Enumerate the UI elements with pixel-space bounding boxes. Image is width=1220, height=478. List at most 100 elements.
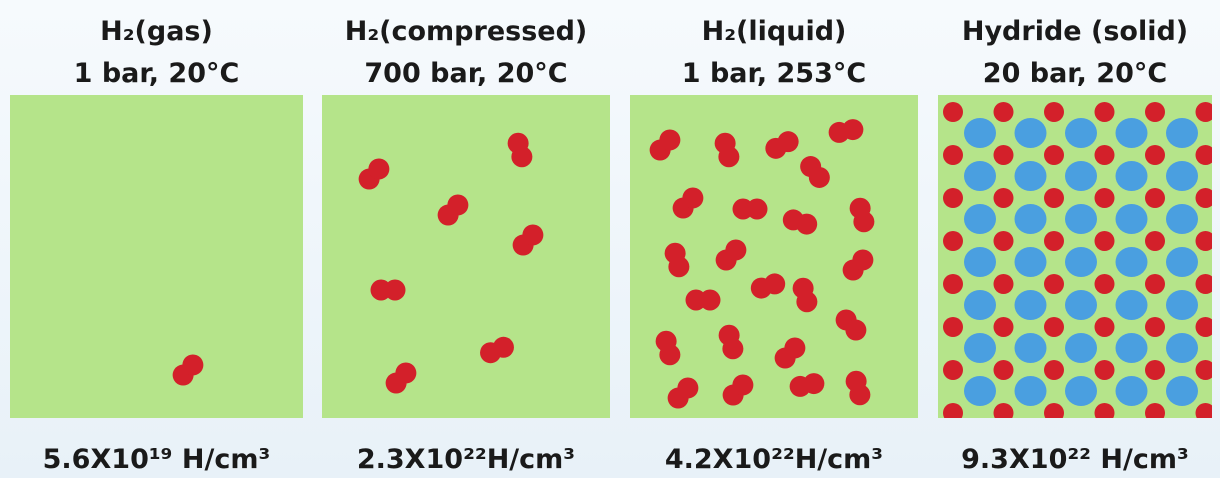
hydrogen-atom <box>1196 360 1216 380</box>
hydrogen-atom <box>994 231 1014 251</box>
panel-conditions: 700 bar, 20°C <box>364 58 567 89</box>
metal-atom <box>1015 333 1047 363</box>
h-atom <box>796 291 817 312</box>
h-atom <box>522 224 543 245</box>
metal-atom <box>1116 118 1148 148</box>
h-atom <box>677 377 698 398</box>
hydrogen-atom <box>994 360 1014 380</box>
h-atom <box>368 158 389 179</box>
h-atom <box>845 320 866 341</box>
hydrogen-atom <box>994 145 1014 165</box>
h-atom <box>784 337 805 358</box>
h-atom <box>747 199 768 220</box>
metal-atom <box>1065 204 1097 234</box>
panel-title: H₂(compressed) <box>345 16 588 47</box>
h-atom <box>700 290 721 311</box>
panel-box <box>10 95 303 418</box>
metal-atom <box>1015 204 1047 234</box>
hydrogen-atom <box>943 317 963 337</box>
metal-atom <box>1166 118 1198 148</box>
metal-atom <box>964 118 996 148</box>
hydrogen-atom <box>1196 274 1216 294</box>
h-atom <box>803 373 824 394</box>
hydrogen-atom <box>1095 274 1115 294</box>
hydrogen-atom <box>1095 231 1115 251</box>
page: H₂(gas)1 bar, 20°C5.6X10¹⁹ H/cm³H₂(compr… <box>0 0 1220 478</box>
hydrogen-atom <box>1145 403 1165 423</box>
metal-atom <box>1015 118 1047 148</box>
h-atom <box>668 256 689 277</box>
metal-atom <box>1116 333 1148 363</box>
metal-atom <box>1166 204 1198 234</box>
hydrogen-atom <box>943 274 963 294</box>
h-atom <box>809 167 830 188</box>
hydrogen-atom <box>1196 231 1216 251</box>
h-atom <box>842 119 863 140</box>
hydrogen-atom <box>1095 403 1115 423</box>
density-label: 5.6X10¹⁹ H/cm³ <box>43 444 271 475</box>
hydrogen-atom <box>1145 188 1165 208</box>
density-label: 2.3X10²²H/cm³ <box>357 444 575 475</box>
metal-atom <box>1015 161 1047 191</box>
panel-conditions: 1 bar, 20°C <box>74 58 240 89</box>
h-atom <box>182 354 203 375</box>
panel-title: Hydride (solid) <box>962 16 1188 47</box>
metal-atom <box>964 204 996 234</box>
h-atom <box>385 280 406 301</box>
hydrogen-atom <box>1196 317 1216 337</box>
h-atom <box>725 239 746 260</box>
hydrogen-atom <box>943 360 963 380</box>
density-label: 4.2X10²²H/cm³ <box>665 444 883 475</box>
hydrogen-atom <box>943 102 963 122</box>
panel-title: H₂(liquid) <box>702 16 847 47</box>
hydrogen-atom <box>1044 360 1064 380</box>
panel-conditions: 1 bar, 253°C <box>682 58 866 89</box>
h-atom <box>659 129 680 150</box>
hydrogen-atom <box>1145 231 1165 251</box>
h-atom <box>395 362 416 383</box>
hydrogen-atom <box>994 102 1014 122</box>
metal-atom <box>1166 161 1198 191</box>
metal-atom <box>1166 376 1198 406</box>
diagram: H₂(gas)1 bar, 20°C5.6X10¹⁹ H/cm³H₂(compr… <box>0 0 1220 478</box>
h-atom <box>796 214 817 235</box>
h2-molecule <box>686 290 721 311</box>
hydrogen-atom <box>994 317 1014 337</box>
panel-conditions: 20 bar, 20°C <box>983 58 1167 89</box>
h2-molecule <box>733 199 768 220</box>
hydrogen-atom <box>1044 231 1064 251</box>
hydrogen-atom <box>1196 145 1216 165</box>
h-atom <box>447 194 468 215</box>
hydrogen-atom <box>1095 145 1115 165</box>
hydrogen-atom <box>943 231 963 251</box>
metal-atom <box>1166 247 1198 277</box>
hydrogen-atom <box>1095 317 1115 337</box>
metal-atom <box>1015 247 1047 277</box>
metal-atom <box>1166 290 1198 320</box>
h-atom <box>493 337 514 358</box>
hydrogen-atom <box>1044 317 1064 337</box>
hydrogen-atom <box>1044 274 1064 294</box>
metal-atom <box>1116 376 1148 406</box>
metal-atom <box>1065 161 1097 191</box>
hydrogen-atom <box>1196 188 1216 208</box>
metal-atom <box>1015 290 1047 320</box>
hydrogen-atom <box>1145 102 1165 122</box>
h-atom <box>849 384 870 405</box>
metal-atom <box>964 333 996 363</box>
hydrogen-atom <box>994 403 1014 423</box>
hydrogen-atom <box>943 188 963 208</box>
hydrogen-atom <box>943 145 963 165</box>
metal-atom <box>1065 247 1097 277</box>
hydrogen-atom <box>1095 360 1115 380</box>
metal-atom <box>1065 376 1097 406</box>
hydrogen-atom <box>1145 274 1165 294</box>
hydrogen-atom <box>1196 102 1216 122</box>
hydrogen-atom <box>994 274 1014 294</box>
h-atom <box>853 211 874 232</box>
h2-molecule <box>371 280 406 301</box>
metal-atom <box>1015 376 1047 406</box>
hydrogen-atom <box>1044 102 1064 122</box>
metal-atom <box>964 290 996 320</box>
h-atom <box>659 344 680 365</box>
